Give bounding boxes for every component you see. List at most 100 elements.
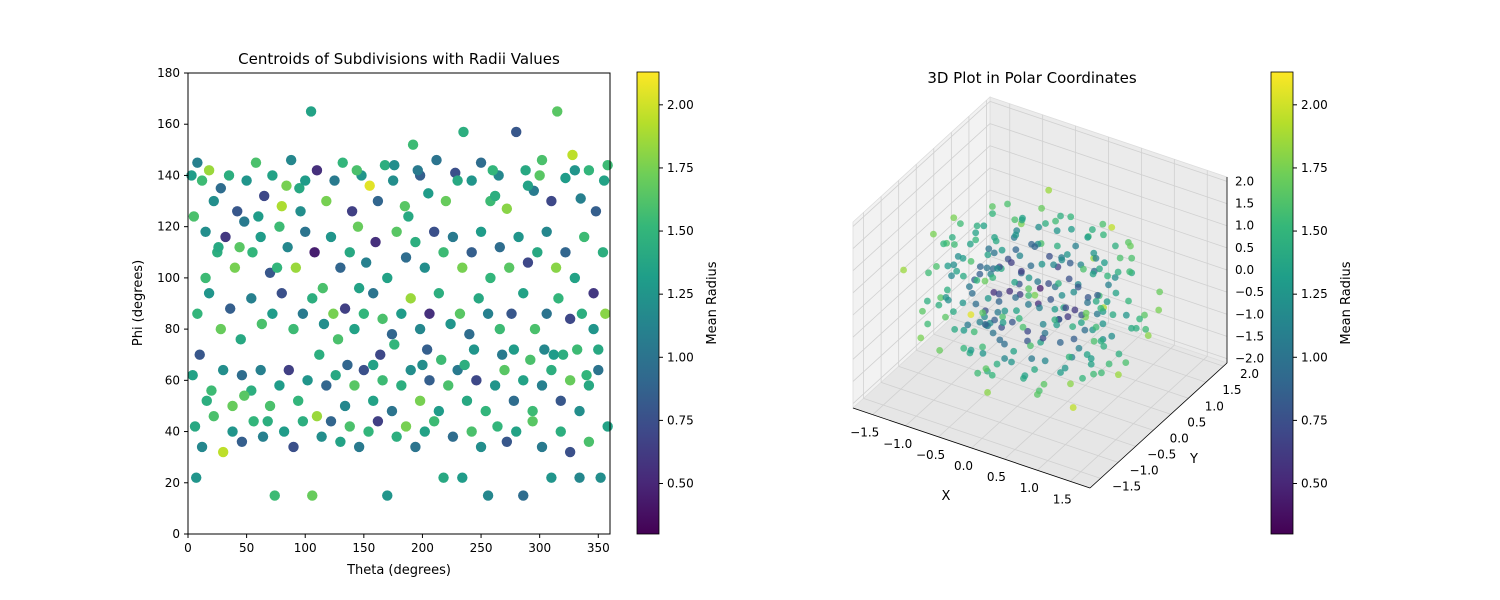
chart1-point: [546, 472, 557, 483]
chart2-x-tick-label: 0.0: [954, 459, 973, 473]
chart2-gridline: [1069, 356, 1208, 482]
chart2-point: [984, 389, 991, 396]
chart2-y-tick-label: −1.0: [1130, 463, 1159, 477]
chart2-point: [980, 222, 988, 230]
c1-colorbar-tick-label: 1.50: [667, 224, 694, 238]
chart2-point: [1155, 306, 1163, 314]
chart2-point: [1084, 233, 1092, 241]
chart1-x-tick-label: 50: [239, 541, 254, 555]
chart1-point: [564, 446, 576, 458]
chart1-point: [501, 203, 513, 214]
chart2-point: [988, 371, 996, 379]
chart2-point: [949, 308, 957, 316]
chart1-point: [349, 323, 360, 335]
chart2-point: [1065, 275, 1073, 283]
chart2-point: [1062, 304, 1070, 312]
chart2-point: [1024, 327, 1032, 335]
chart1-point: [541, 308, 552, 319]
chart1-point: [557, 349, 569, 360]
chart2-point: [1072, 242, 1080, 250]
chart1-point: [368, 288, 379, 299]
chart2-point: [1112, 242, 1119, 250]
chart1-point: [588, 288, 599, 299]
chart1-point: [370, 236, 381, 248]
chart2-point: [1127, 242, 1134, 250]
chart2-point: [1013, 307, 1020, 314]
chart2-point: [1087, 360, 1095, 368]
chart2-point: [940, 240, 947, 248]
chart1-point: [274, 380, 285, 391]
chart2-point: [1001, 340, 1008, 348]
chart2-point: [981, 321, 989, 328]
chart2-point: [976, 318, 984, 326]
chart1-point: [466, 247, 477, 258]
chart1-point: [466, 426, 477, 437]
chart2-point: [942, 313, 949, 321]
chart1-point: [499, 364, 510, 376]
chart2-y-tick-label: 0.5: [1187, 415, 1206, 429]
chart1-point: [227, 400, 238, 412]
chart1-point: [262, 416, 273, 427]
chart2-point: [959, 254, 967, 262]
chart1-point: [588, 323, 599, 335]
chart2-point: [1057, 369, 1064, 376]
chart2-point: [960, 344, 968, 352]
chart2-point: [1136, 315, 1143, 323]
chart1-point: [400, 421, 412, 432]
chart1-point: [208, 195, 219, 207]
chart2-point: [959, 299, 967, 307]
chart2-x-tick-label: −0.5: [916, 448, 945, 462]
chart2-point: [1061, 364, 1069, 372]
chart2-point: [976, 270, 984, 278]
chart1-point: [410, 236, 421, 248]
chart2-point: [1098, 369, 1105, 377]
chart1-point: [489, 190, 501, 202]
chart2-point: [1090, 370, 1097, 378]
chart2-point: [1088, 226, 1096, 233]
chart1-y-ticks: 0 20 40 60 80 100 120 140 160 180: [157, 66, 188, 541]
chart1-point: [414, 395, 426, 407]
chart2-point: [1097, 337, 1105, 345]
chart2-z-tick-label: −2.0: [1235, 352, 1264, 366]
chart1-point: [555, 426, 566, 437]
chart1-x-axis-label: Theta (degrees): [346, 563, 451, 578]
chart2-point: [1036, 304, 1043, 312]
chart1-point: [581, 370, 592, 381]
chart1-y-tick-label: 100: [157, 271, 180, 285]
chart2-x-tick-label: 1.0: [1020, 481, 1039, 495]
chart2-point: [990, 288, 998, 296]
chart2-point: [972, 229, 980, 237]
chart2-y-tick-label: 2.0: [1240, 367, 1259, 381]
chart1-point: [264, 400, 276, 412]
chart2-gridline: [989, 256, 1228, 337]
chart2-point: [1042, 220, 1049, 227]
chart1-point: [271, 262, 283, 273]
chart1-point: [494, 323, 506, 335]
chart2-gridline: [989, 145, 1228, 227]
chart2-point: [951, 241, 958, 248]
chart1-point: [292, 395, 304, 407]
chart1-point: [285, 154, 297, 166]
chart1-x-tick-label: 0: [184, 541, 192, 555]
chart2-point: [1053, 321, 1061, 329]
chart1-point: [569, 272, 581, 284]
chart1-point: [217, 446, 229, 458]
chart1-point: [431, 154, 442, 166]
chart2-gridline: [852, 233, 991, 360]
chart2-point: [1077, 319, 1085, 327]
chart1-x-tick-label: 300: [528, 541, 551, 555]
chart2-gridline: [852, 101, 991, 227]
chart1-point: [419, 426, 430, 437]
chart2-point: [1065, 353, 1073, 361]
chart1-point: [564, 375, 576, 386]
chart1-point: [421, 344, 433, 355]
chart2-point: [1036, 284, 1044, 292]
chart2-point: [1051, 316, 1059, 324]
chart2-point: [1045, 186, 1053, 194]
chart1-point: [560, 172, 571, 184]
chart2-x-tick-label: 0.5: [987, 470, 1006, 484]
c2-colorbar-tick-label: 1.25: [1301, 287, 1328, 301]
chart1-point: [344, 247, 355, 258]
chart2-point: [1069, 323, 1077, 331]
chart1-point: [583, 380, 595, 391]
